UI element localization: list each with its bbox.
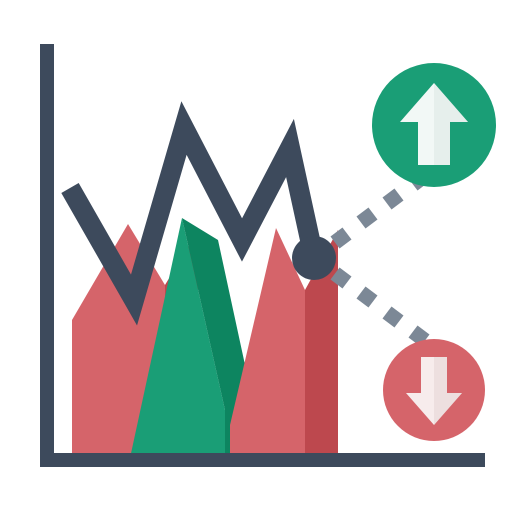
stock-forecast-icon: { "icon": { "type": "infographic", "canv… xyxy=(0,0,512,512)
trend-endpoint xyxy=(292,236,336,280)
forecast-dot-down-2 xyxy=(382,306,403,327)
chart-svg xyxy=(0,0,512,512)
forecast-dot-up-1 xyxy=(356,207,377,228)
forecast-dot-up-2 xyxy=(382,188,403,209)
forecast-dot-down-1 xyxy=(356,286,377,307)
